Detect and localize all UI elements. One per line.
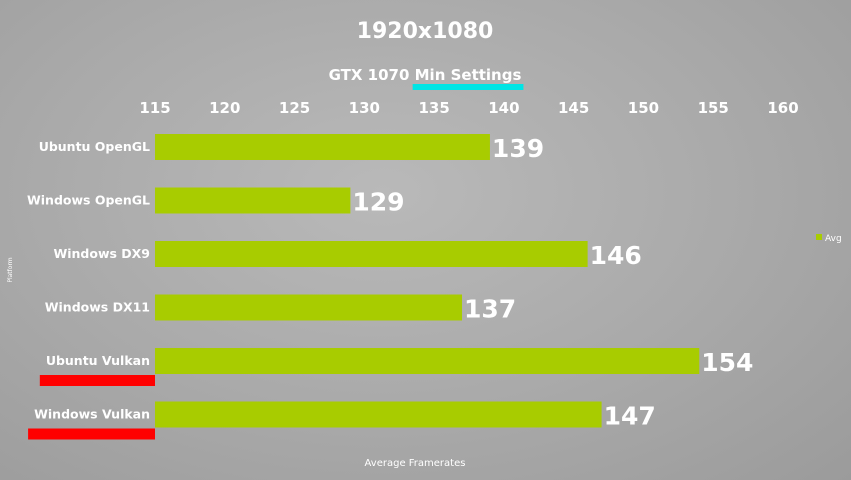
category-highlight-underlines	[28, 375, 155, 440]
x-tick-label: 140	[488, 99, 519, 117]
category-label: Windows Vulkan	[34, 407, 150, 422]
bar	[155, 187, 351, 214]
x-tick-label: 145	[558, 99, 589, 117]
category-label: Windows DX11	[45, 300, 150, 315]
x-tick-label: 150	[628, 99, 659, 117]
bar	[155, 294, 463, 321]
legend-swatch	[816, 234, 822, 240]
bar	[155, 348, 700, 374]
category-label: Windows DX9	[53, 246, 150, 261]
category-labels: Ubuntu OpenGL Windows OpenGL Windows DX9 Wi…	[27, 139, 150, 422]
x-tick-label: 135	[418, 99, 449, 117]
x-tick-label: 155	[698, 99, 729, 117]
chart-subtitle: GTX 1070 Min Settings	[329, 66, 522, 84]
x-axis-label: Average Framerates	[365, 458, 466, 469]
bar	[155, 134, 490, 160]
bars	[155, 134, 700, 428]
highlight-underline	[39, 375, 155, 386]
y-axis-label: Platform	[7, 257, 14, 282]
subtitle-highlight-underline	[412, 84, 524, 90]
category-label: Ubuntu Vulkan	[46, 353, 150, 368]
legend-label: Avg	[825, 234, 842, 244]
bar	[155, 401, 602, 428]
x-tick-label: 130	[349, 99, 380, 117]
legend: Avg	[816, 234, 842, 244]
value-label: 147	[604, 402, 656, 431]
x-tick-label: 125	[279, 99, 310, 117]
x-tick-label: 120	[209, 99, 240, 117]
x-tick-label: 160	[767, 99, 798, 117]
chart-title: 1920x1080	[357, 19, 494, 44]
value-labels: 139 129 146 137 154 147	[352, 134, 753, 431]
category-label: Windows OpenGL	[27, 193, 150, 208]
value-label: 129	[352, 188, 404, 217]
value-label: 146	[590, 241, 642, 270]
bar	[155, 241, 588, 267]
x-axis-ticks: 115 120 125 130 135 140 145 150 155 160	[139, 99, 798, 117]
category-label: Ubuntu OpenGL	[39, 139, 150, 154]
value-label: 137	[464, 295, 516, 324]
highlight-underline	[28, 428, 155, 440]
value-label: 154	[701, 348, 753, 377]
value-label: 139	[492, 134, 544, 163]
x-tick-label: 115	[139, 99, 170, 117]
